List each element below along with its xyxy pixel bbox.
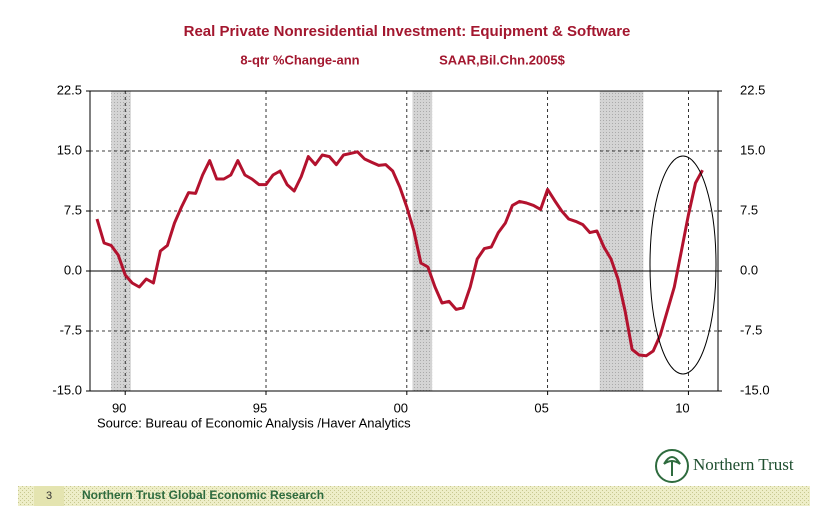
- page-number: 3: [46, 490, 52, 502]
- y2-tick-label: -15.0: [740, 382, 770, 397]
- chart-title: Real Private Nonresidential Investment: …: [184, 23, 631, 40]
- footer-bar: [18, 486, 810, 506]
- y2-tick-label: -7.5: [740, 322, 762, 337]
- source-note: Source: Bureau of Economic Analysis /Hav…: [97, 415, 411, 430]
- y-tick-label: -15.0: [52, 382, 82, 397]
- x-tick-label: 00: [394, 400, 408, 415]
- logo: Northern Trust: [655, 449, 794, 483]
- logo-tree: [663, 456, 681, 476]
- y-tick-label: 0.0: [64, 262, 82, 277]
- x-tick-label: 10: [675, 400, 689, 415]
- footer-text: Northern Trust Global Economic Research: [82, 488, 324, 502]
- y-tick-label: -7.5: [60, 322, 82, 337]
- plot-area: -15.0 -7.5 0.0 7.5 15.0 22.5 -15.0 -7.5 0.0 7.5 15…: [52, 82, 769, 415]
- chart-subtitle: 8-qtr %Change-ann: [240, 52, 359, 67]
- plot-border: [89, 90, 719, 392]
- x-tick-label: 95: [253, 400, 267, 415]
- shaded-period: [412, 91, 433, 391]
- shaded-period: [599, 91, 644, 391]
- y2-tick-label: 15.0: [740, 142, 765, 157]
- x-tick-label: 90: [112, 400, 126, 415]
- highlight-ellipse: [649, 155, 717, 375]
- data-line: [95, 150, 704, 358]
- chart-subtitle: SAAR,Bil.Chn.2005$: [439, 52, 565, 67]
- y-tick-label: 7.5: [64, 202, 82, 217]
- x-tick-label: 05: [534, 400, 548, 415]
- y2-tick-label: 7.5: [740, 202, 758, 217]
- logo-text: Northern Trust: [693, 455, 794, 474]
- shaded-period: [111, 91, 131, 391]
- y-tick-label: 15.0: [57, 142, 82, 157]
- y2-tick-label: 0.0: [740, 262, 758, 277]
- y-tick-label: 22.5: [57, 82, 82, 97]
- page-box: [34, 486, 64, 506]
- y2-tick-label: 22.5: [740, 82, 765, 97]
